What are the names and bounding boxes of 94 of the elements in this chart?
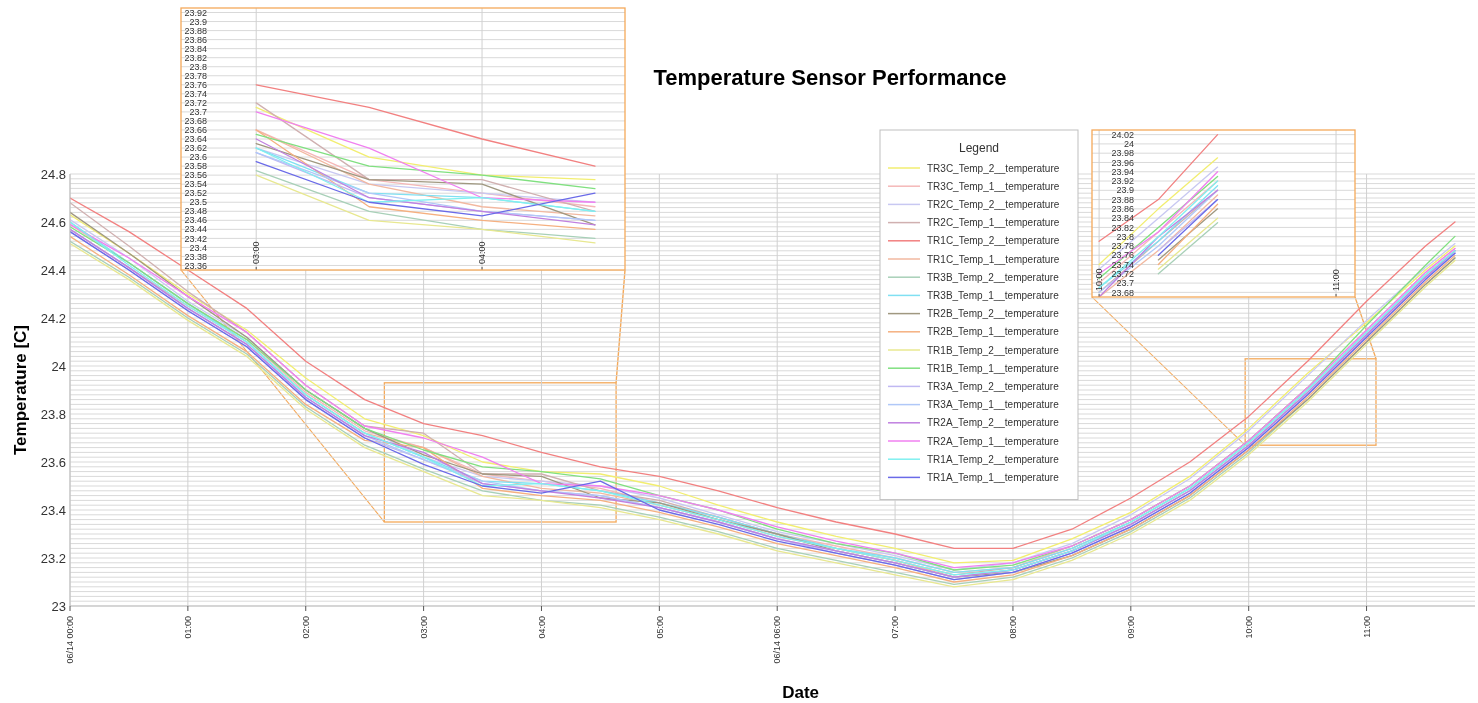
- y-tick-label: 23.8: [40, 406, 66, 422]
- y-tick-label: 23.54: [184, 179, 207, 190]
- y-tick-label: 23.86: [1111, 204, 1134, 215]
- x-tick-label: 11:00: [1331, 269, 1342, 291]
- x-tick-label: 09:00: [1125, 616, 1136, 639]
- y-tick-label: 23.74: [1111, 259, 1134, 270]
- legend-label: TR3C_Temp_1__temperature: [927, 180, 1060, 192]
- y-tick-label: 23.52: [184, 188, 207, 199]
- x-tick-label: 08:00: [1008, 616, 1019, 639]
- x-tick-label: 05:00: [654, 616, 665, 639]
- y-tick-label: 23.76: [1111, 250, 1134, 261]
- legend-label: TR3B_Temp_2__temperature: [927, 271, 1060, 283]
- legend-label: TR2B_Temp_2__temperature: [927, 308, 1060, 320]
- y-tick-label: 24: [1123, 139, 1134, 150]
- legend-label: TR1C_Temp_2__temperature: [927, 235, 1060, 247]
- y-tick-label: 23.96: [1111, 157, 1134, 168]
- y-tick-label: 24.6: [40, 214, 66, 230]
- y-tick-label: 23.56: [184, 170, 207, 181]
- y-tick-label: 23.9: [1116, 185, 1134, 196]
- legend-label: TR3A_Temp_1__temperature: [927, 399, 1060, 411]
- y-tick-label: 23.42: [184, 233, 207, 244]
- y-tick-label: 23.7: [189, 107, 207, 118]
- y-tick-label: 23.36: [184, 260, 207, 271]
- y-tick-label: 23.88: [184, 25, 207, 36]
- y-tick-label: 24.8: [40, 166, 66, 182]
- y-tick-label: 23.6: [40, 454, 66, 470]
- y-tick-label: 23.8: [189, 61, 207, 72]
- y-tick-label: 23.4: [189, 242, 207, 253]
- x-tick-label: 04:00: [536, 616, 547, 639]
- x-tick-label: 10:00: [1243, 616, 1254, 639]
- y-tick-label: 23.6: [189, 152, 207, 163]
- y-tick-label: 23.66: [184, 125, 207, 136]
- x-tick-label: 02:00: [300, 616, 311, 639]
- y-tick-label: 23.76: [184, 79, 207, 90]
- y-tick-label: 23.4: [40, 502, 66, 518]
- legend-label: TR2C_Temp_2__temperature: [927, 198, 1060, 210]
- y-tick-label: 23: [51, 598, 66, 614]
- legend-label: TR3B_Temp_1__temperature: [927, 289, 1060, 301]
- y-tick-label: 23.44: [184, 224, 207, 235]
- legend-label: TR2B_Temp_1__temperature: [927, 326, 1060, 338]
- x-tick-label: 01:00: [183, 616, 194, 639]
- y-tick-label: 23.68: [184, 116, 207, 127]
- y-tick-label: 23.74: [184, 88, 207, 99]
- y-tick-label: 23.72: [184, 98, 207, 109]
- legend-label: TR1A_Temp_1__temperature: [927, 471, 1060, 483]
- legend-title: Legend: [958, 141, 1000, 155]
- y-tick-label: 24.4: [40, 262, 66, 278]
- y-tick-label: 23.98: [1111, 148, 1134, 159]
- x-tick-label: 07:00: [890, 616, 901, 639]
- y-tick-label: 23.48: [184, 206, 207, 217]
- x-tick-label: 10:00: [1094, 268, 1105, 291]
- y-tick-label: 23.68: [1111, 287, 1134, 298]
- y-tick-label: 23.86: [184, 34, 207, 45]
- y-tick-label: 23.58: [184, 161, 207, 172]
- y-tick-label: 23.38: [184, 251, 207, 262]
- y-tick-label: 23.8: [1116, 231, 1134, 242]
- y-tick-label: 23.2: [40, 550, 66, 566]
- x-tick-label: 04:00: [477, 241, 488, 264]
- legend-label: TR2A_Temp_1__temperature: [927, 435, 1060, 447]
- x-tick-label: 06/14 00:00: [65, 616, 76, 664]
- legend-label: TR1B_Temp_1__temperature: [927, 362, 1060, 374]
- legend-label: TR1A_Temp_2__temperature: [927, 453, 1060, 465]
- legend-label: TR1B_Temp_2__temperature: [927, 344, 1060, 356]
- legend-label: TR3A_Temp_2__temperature: [927, 380, 1060, 392]
- x-tick-label: 03:00: [418, 616, 429, 639]
- y-tick-label: 24: [51, 358, 66, 374]
- y-tick-label: 23.62: [184, 143, 207, 154]
- legend-label: TR3C_Temp_2__temperature: [927, 162, 1060, 174]
- y-tick-label: 23.78: [184, 70, 207, 81]
- x-tick-label: 06/14 06:00: [772, 616, 783, 664]
- chart-title: Temperature Sensor Performance: [653, 65, 1007, 90]
- x-tick-label: 03:00: [251, 241, 262, 264]
- y-tick-label: 23.82: [1111, 222, 1134, 233]
- y-tick-label: 23.72: [1111, 268, 1134, 279]
- y-tick-label: 23.64: [184, 134, 207, 145]
- y-axis-title: Temperature [C]: [11, 324, 30, 456]
- legend-label: TR2C_Temp_1__temperature: [927, 217, 1060, 229]
- y-tick-label: 23.88: [1111, 194, 1134, 205]
- legend-label: TR1C_Temp_1__temperature: [927, 253, 1060, 265]
- y-tick-label: 24.2: [40, 310, 66, 326]
- legend-label: TR2A_Temp_2__temperature: [927, 417, 1060, 429]
- y-tick-label: 23.94: [1111, 166, 1134, 177]
- y-tick-label: 23.84: [184, 43, 207, 54]
- y-tick-label: 23.82: [184, 52, 207, 63]
- y-tick-label: 23.7: [1116, 278, 1134, 289]
- y-tick-label: 24.02: [1111, 129, 1134, 140]
- y-tick-label: 23.84: [1111, 213, 1134, 224]
- y-tick-label: 23.9: [189, 16, 207, 27]
- y-tick-label: 23.92: [1111, 176, 1134, 187]
- y-tick-label: 23.46: [184, 215, 207, 226]
- y-tick-label: 23.92: [184, 7, 207, 18]
- x-tick-label: 11:00: [1361, 616, 1372, 638]
- y-tick-label: 23.5: [189, 197, 207, 208]
- x-axis-title: Date: [782, 683, 820, 702]
